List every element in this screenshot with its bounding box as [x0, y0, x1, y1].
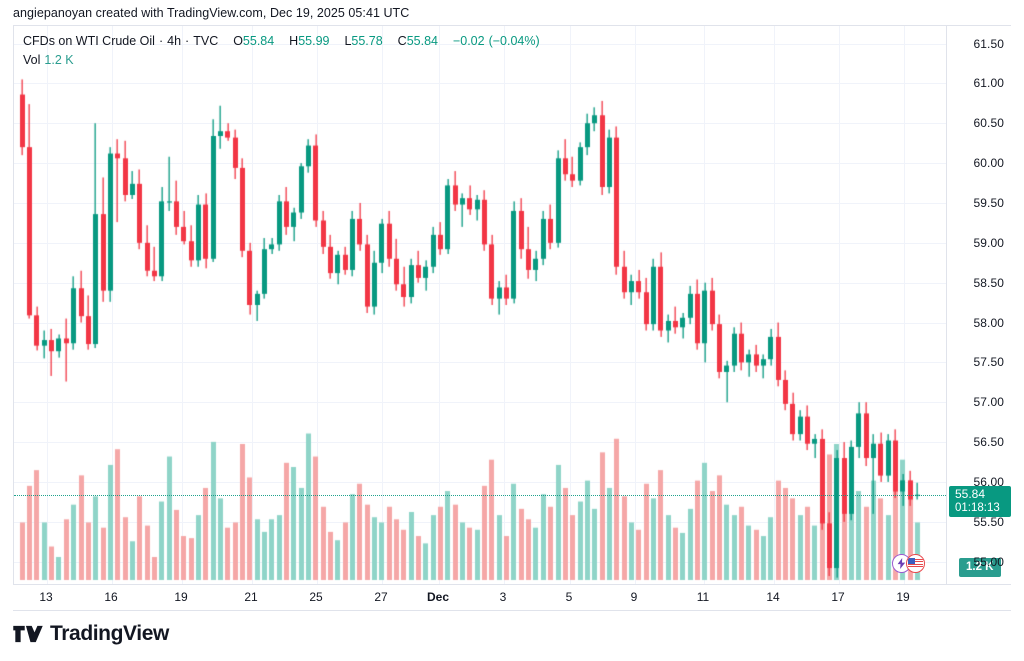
candlestick-canvas[interactable]: [14, 26, 946, 584]
time-tick-label: 25: [309, 590, 323, 604]
legend-exchange: TVC: [193, 34, 219, 48]
time-tick-label: 19: [174, 590, 188, 604]
time-tick-label: 5: [565, 590, 573, 604]
price-tick-label: 59.00: [973, 235, 1004, 250]
us-flag-graphic: [908, 558, 923, 569]
time-tick-label: 3: [499, 590, 507, 604]
volume-badge[interactable]: 1.2 K: [959, 558, 1001, 577]
price-tick-label: 60.50: [973, 116, 1004, 131]
time-tick-label: 9: [630, 590, 638, 604]
legend-low-key: L: [344, 34, 352, 48]
price-tick-label: 58.50: [973, 275, 1004, 290]
price-tick-label: 55.50: [973, 514, 1004, 529]
price-tick-label: 56.50: [973, 435, 1004, 450]
legend-high-key: H: [289, 34, 299, 48]
price-tick-label: 61.00: [973, 76, 1004, 91]
price-axis[interactable]: 55.84 01:18:13 1.2 K 61.50 61.00 60.50 60.0…: [946, 26, 1012, 584]
legend-symbol[interactable]: CFDs on WTI Crude Oil: [23, 34, 155, 48]
time-tick-label: 11: [696, 590, 710, 604]
last-price-line: [14, 494, 946, 496]
current-price-value: 55.84: [955, 486, 986, 501]
time-tick-label: 14: [766, 590, 780, 604]
price-tick-label: 59.50: [973, 195, 1004, 210]
event-badges[interactable]: [892, 554, 925, 573]
legend-open-key: O: [233, 34, 243, 48]
legend-volume-value: 1.2 K: [44, 53, 74, 67]
legend-change-percent: (−0.04%): [488, 34, 540, 48]
price-tick-label: 57.00: [973, 395, 1004, 410]
price-tick-label: 61.50: [973, 36, 1004, 51]
legend-close-key: C: [397, 34, 407, 48]
attribution-text: angiepanoyan created with TradingView.co…: [13, 6, 410, 20]
time-tick-label: 16: [104, 590, 118, 604]
bar-countdown: 01:18:13: [955, 501, 1000, 514]
price-tick-label: 60.00: [973, 156, 1004, 171]
legend-row-volume: Vol 1.2 K: [23, 51, 540, 69]
current-price-badge[interactable]: 55.84 01:18:13: [949, 485, 1011, 517]
legend-low-value: 55.78: [351, 34, 383, 48]
us-flag-icon[interactable]: [906, 554, 925, 573]
price-tick-label: 56.00: [973, 474, 1004, 489]
time-tick-label: 21: [244, 590, 258, 604]
legend-dot-1: ·: [158, 34, 164, 48]
time-tick-label: Dec: [426, 590, 450, 604]
chart-legend[interactable]: CFDs on WTI Crude Oil · 4h · TVC O55.84 H55.…: [23, 32, 540, 69]
price-tick-label: 57.50: [973, 355, 1004, 370]
tradingview-logo-icon: [13, 625, 43, 643]
price-pane[interactable]: [14, 26, 946, 584]
time-axis[interactable]: 13 16 19 21 25 27 Dec 3 5 9 11 14 17 19: [13, 585, 1011, 611]
time-tick-label: 13: [39, 590, 53, 604]
legend-close-value: 55.84: [406, 34, 438, 48]
legend-high-value: 55.99: [298, 34, 330, 48]
legend-interval[interactable]: 4h: [167, 34, 182, 48]
time-tick-label: 27: [374, 590, 388, 604]
tradingview-wordmark: TradingView: [50, 622, 169, 645]
legend-volume-label[interactable]: Vol: [23, 53, 41, 67]
price-tick-label: 55.00: [973, 554, 1004, 569]
tradingview-logo: TradingView: [13, 622, 169, 646]
chart-frame: CFDs on WTI Crude Oil · 4h · TVC O55.84 H55.…: [13, 25, 1011, 585]
legend-dot-2: ·: [185, 34, 190, 48]
legend-open-value: 55.84: [242, 34, 275, 48]
time-tick-label: 19: [896, 590, 910, 604]
legend-change: −0.02: [452, 34, 485, 48]
time-tick-label: 17: [831, 590, 845, 604]
legend-row-symbol: CFDs on WTI Crude Oil · 4h · TVC O55.84 H55.…: [23, 32, 540, 50]
price-tick-label: 58.00: [973, 315, 1004, 330]
